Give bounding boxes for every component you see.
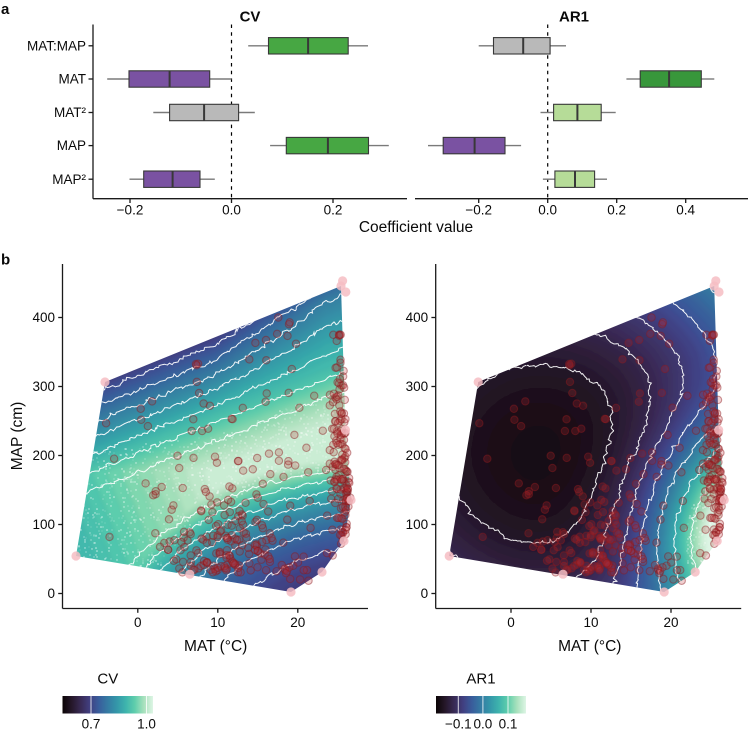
svg-text:0.2: 0.2 xyxy=(607,203,626,218)
svg-text:MAT (°C): MAT (°C) xyxy=(184,638,247,655)
svg-text:−0.2: −0.2 xyxy=(465,203,492,218)
svg-text:400: 400 xyxy=(406,310,429,325)
svg-text:MAT: MAT xyxy=(59,72,87,87)
svg-text:0.7: 0.7 xyxy=(82,717,101,732)
svg-text:a: a xyxy=(1,1,10,18)
svg-text:10: 10 xyxy=(210,615,225,630)
svg-text:200: 200 xyxy=(32,448,55,463)
svg-text:20: 20 xyxy=(290,615,305,630)
svg-text:0.4: 0.4 xyxy=(676,203,695,218)
svg-text:0.0: 0.0 xyxy=(474,717,493,732)
svg-text:b: b xyxy=(1,252,10,269)
svg-text:300: 300 xyxy=(406,379,429,394)
svg-text:CV: CV xyxy=(240,9,261,26)
svg-text:MAP²: MAP² xyxy=(52,172,86,187)
svg-text:100: 100 xyxy=(406,517,429,532)
svg-text:0.0: 0.0 xyxy=(538,203,557,218)
svg-text:300: 300 xyxy=(32,379,55,394)
svg-text:CV: CV xyxy=(97,671,118,688)
svg-text:Coefficient value: Coefficient value xyxy=(359,219,473,236)
svg-text:0: 0 xyxy=(47,586,55,601)
svg-text:400: 400 xyxy=(32,310,55,325)
svg-text:0.2: 0.2 xyxy=(324,203,343,218)
svg-text:0.1: 0.1 xyxy=(499,717,518,732)
svg-text:0.0: 0.0 xyxy=(222,203,241,218)
svg-text:AR1: AR1 xyxy=(466,671,495,688)
svg-text:MAT (°C): MAT (°C) xyxy=(558,638,621,655)
svg-text:AR1: AR1 xyxy=(559,9,589,26)
svg-text:MAP: MAP xyxy=(57,138,86,153)
svg-text:0: 0 xyxy=(134,615,142,630)
svg-text:200: 200 xyxy=(406,448,429,463)
svg-text:1.0: 1.0 xyxy=(137,717,156,732)
svg-text:MAP (cm): MAP (cm) xyxy=(9,402,26,471)
svg-text:10: 10 xyxy=(583,615,598,630)
svg-text:−0.1: −0.1 xyxy=(445,717,472,732)
svg-text:20: 20 xyxy=(663,615,678,630)
svg-text:MAT:MAP: MAT:MAP xyxy=(27,38,86,53)
svg-text:MAT²: MAT² xyxy=(54,105,86,120)
svg-text:0: 0 xyxy=(421,586,429,601)
svg-text:100: 100 xyxy=(32,517,55,532)
svg-text:−0.2: −0.2 xyxy=(117,203,144,218)
svg-text:0: 0 xyxy=(507,615,515,630)
